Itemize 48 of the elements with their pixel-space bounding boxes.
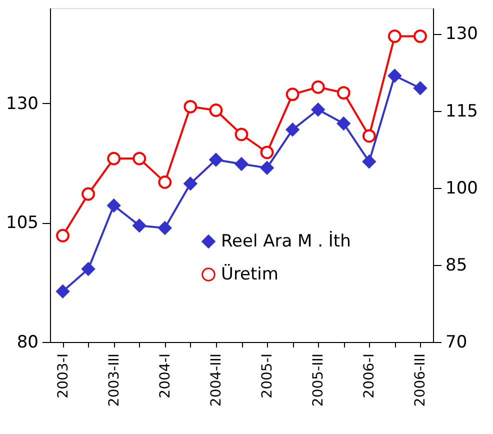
point [132,152,146,166]
x-tick-label: 2003-III [106,354,122,407]
point [311,102,325,116]
point [414,81,427,95]
point [82,262,95,276]
point [311,80,325,94]
point [336,86,350,100]
point [184,176,198,190]
x-tick-label: 2005-III [310,354,327,407]
y-tick-label: 105 [6,213,38,234]
point [158,221,172,235]
point [260,161,274,175]
point [107,198,121,212]
point [414,30,427,43]
point [209,153,223,166]
point [388,30,402,43]
point [234,128,248,142]
point [286,122,300,136]
point [388,69,402,82]
point [184,100,198,114]
y-tick-label: 130 [6,94,38,114]
y2-tick-label: 85 [446,255,468,276]
y2-tick-label: 100 [446,178,478,198]
point [362,129,376,143]
point [158,176,172,189]
x-tick-label: 2006-III [412,354,429,407]
point [56,284,70,298]
legend-label: Üretim [221,264,278,284]
point [286,88,300,102]
point [362,154,376,168]
y2-tick-label: 130 [446,24,478,44]
point [209,104,223,117]
point [56,228,70,242]
x-tick-label: 2003-I [55,354,72,398]
x-tick-label: 2006-I [362,354,378,398]
x-tick-label: 2004-I [157,354,174,398]
x-tick-label: 2005-I [260,354,276,398]
y-tick-label: 80 [16,332,38,352]
x-tick-label: 2004-III [208,354,224,407]
point [82,187,95,201]
legend-label: Reel Ara M . İth [221,230,351,252]
y2-tick-label: 70 [446,332,468,352]
point [260,146,274,160]
point [234,157,248,171]
point [107,152,121,166]
y2-tick-label: 115 [446,101,478,122]
point [336,116,350,130]
point [132,218,146,232]
